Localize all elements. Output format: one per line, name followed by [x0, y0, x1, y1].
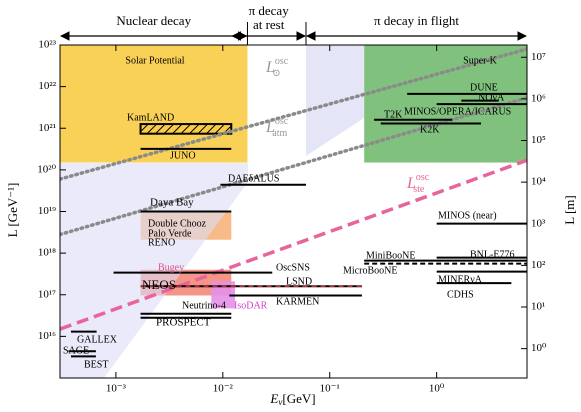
- x-label-main: E: [269, 391, 278, 406]
- y-tick-label: 10²⁰: [37, 163, 56, 175]
- y-tick-label: 10²²: [38, 80, 56, 92]
- x-label-sub: ν: [278, 397, 282, 407]
- curve-label-sub: ⊙: [272, 68, 280, 79]
- curve-label-sup: osc: [275, 56, 289, 67]
- line-label: OscSNS: [276, 262, 310, 273]
- y2-tick-label: 10⁵: [531, 134, 546, 146]
- curve: [60, 47, 527, 181]
- x-tick-label: 10⁻³: [106, 383, 127, 395]
- box-label: KamLAND: [127, 112, 174, 123]
- line-label: Daya Bay: [150, 197, 194, 209]
- box: [139, 123, 233, 135]
- line-label: GALLEX: [77, 334, 118, 345]
- box: [60, 45, 248, 163]
- y2-tick-label: 10²: [531, 259, 546, 271]
- line-label: BNL-E776: [470, 249, 514, 260]
- curve-label-main: L: [265, 59, 275, 76]
- y2-tick-label: 10⁶: [531, 92, 546, 104]
- y2-tick-label: 10⁴: [531, 176, 546, 188]
- line-label: K2K: [420, 124, 440, 135]
- curve-label: Losc ste: [406, 172, 430, 195]
- line-label: CDHS: [447, 289, 474, 300]
- y2-tick-label: 10¹: [531, 301, 545, 313]
- box-label: Bugey: [158, 262, 184, 273]
- marks-layer: [60, 47, 527, 358]
- box-label: Solar Potential: [125, 55, 184, 66]
- line-label: MINOS (near): [438, 210, 497, 221]
- line-label: MiniBooNE: [366, 250, 415, 261]
- line-label: NOνA: [478, 92, 505, 103]
- line-label: LSND: [286, 276, 312, 287]
- band: [60, 163, 248, 378]
- line-label: BEST: [84, 359, 108, 370]
- line-label: DUNE: [470, 82, 498, 93]
- y2-tick-label: 10⁰: [531, 342, 547, 354]
- y2-tick-label: 10⁷: [531, 51, 546, 63]
- y2-axis-label: L [m]: [562, 195, 577, 224]
- box-label: Palo Verde: [148, 228, 192, 239]
- x-tick-label: 10⁻²: [213, 383, 234, 395]
- y-tick-label: 10²³: [38, 39, 56, 51]
- line-label: Neutrino-4: [182, 300, 226, 311]
- curve-label-sub: atm: [272, 128, 287, 139]
- x-axis-label: Eν[GeV]: [269, 391, 315, 407]
- line-label: T2K: [384, 109, 403, 120]
- line-label: MicroBooNE: [343, 265, 397, 276]
- line-label: KARMEN: [276, 296, 319, 307]
- y-tick-label: 10¹⁶: [38, 330, 56, 342]
- y-tick-label: 10¹⁹: [38, 205, 56, 217]
- box-label: Double Chooz: [148, 218, 207, 229]
- region-label: at rest: [253, 17, 285, 32]
- curve-label: Losc ⊙: [265, 56, 289, 79]
- y2-tick-label: 10³: [531, 217, 546, 229]
- curve-label-sup: osc: [275, 116, 289, 127]
- region-label: π decay: [249, 3, 290, 18]
- line-label: MINERνA: [438, 274, 483, 285]
- line-label: SAGE: [63, 345, 89, 356]
- bands: [60, 45, 364, 378]
- curve-label-main: L: [406, 175, 416, 192]
- line-label: JUNO: [170, 150, 196, 161]
- y-tick-label: 10¹⁸: [38, 247, 56, 259]
- box: [211, 281, 235, 309]
- box-label: NEOS: [142, 277, 176, 292]
- curve-label-sub: ste: [413, 184, 425, 195]
- curve-label-main: L: [265, 119, 275, 136]
- y-tick-label: 10²¹: [38, 122, 56, 134]
- box-label: Super-K: [463, 55, 497, 66]
- line-label: DAEδALUS: [228, 173, 279, 184]
- box-label: RENO: [148, 237, 175, 248]
- curve-label-sup: osc: [416, 172, 430, 183]
- region-label: π decay in flight: [374, 13, 459, 28]
- line-label: MINOS/OPERA/ICARUS: [404, 106, 511, 117]
- curve: [60, 158, 527, 331]
- x-tick-label: 10⁰: [429, 383, 445, 395]
- region-label: Nuclear decay: [116, 13, 191, 28]
- curve-label: Losc atm: [265, 116, 289, 139]
- y-axis-label: L [GeV⁻¹]: [5, 183, 20, 238]
- line-label: PROSPECT: [156, 317, 211, 329]
- x-tick-label: 10⁻¹: [320, 383, 340, 395]
- band: [306, 45, 364, 156]
- x-label-unit: [GeV]: [282, 391, 315, 406]
- y-tick-label: 10¹⁷: [38, 288, 56, 300]
- box-label: IsoDAR: [234, 300, 268, 311]
